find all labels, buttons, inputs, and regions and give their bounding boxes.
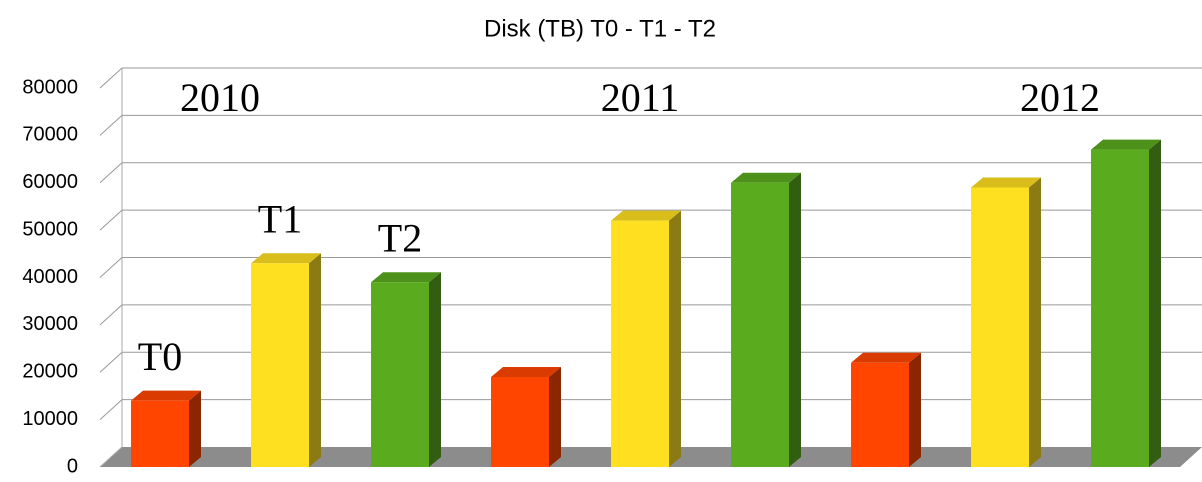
bar-side bbox=[429, 272, 441, 467]
bar-top bbox=[491, 366, 561, 377]
grid-line-side bbox=[99, 209, 123, 231]
left-wall bbox=[99, 446, 123, 468]
y-tick-label: 30000 bbox=[22, 313, 78, 335]
bar-side bbox=[189, 390, 201, 467]
bar-side bbox=[549, 366, 561, 467]
bar bbox=[971, 187, 1029, 468]
y-tick-label: 80000 bbox=[22, 76, 78, 98]
bar-side bbox=[1149, 139, 1161, 467]
grid-line-side bbox=[99, 257, 123, 278]
bar-side bbox=[669, 210, 681, 467]
grid-line-side bbox=[99, 162, 123, 184]
bar-top bbox=[971, 177, 1041, 188]
bar-side bbox=[1029, 177, 1041, 468]
y-tick-label: 20000 bbox=[22, 361, 78, 383]
bar-top bbox=[131, 390, 201, 401]
bar bbox=[131, 400, 189, 467]
grid-line-side bbox=[99, 115, 123, 136]
bar bbox=[371, 282, 429, 467]
bar-top bbox=[731, 172, 801, 183]
bar-top bbox=[371, 272, 441, 283]
y-tick-label: 0 bbox=[67, 455, 78, 477]
chart-title: Disk (TB) T0 - T1 - T2 bbox=[484, 15, 716, 42]
bar bbox=[1091, 149, 1149, 467]
bar-top bbox=[1091, 139, 1161, 150]
bar bbox=[731, 182, 789, 467]
series-label: T2 bbox=[378, 215, 422, 260]
grid-line-side bbox=[99, 351, 123, 373]
bar-side bbox=[789, 172, 801, 467]
bar-top bbox=[611, 210, 681, 221]
grid-line-side bbox=[99, 399, 123, 420]
category-label: 2011 bbox=[601, 75, 680, 120]
y-tick-label: 50000 bbox=[22, 218, 78, 240]
bar bbox=[851, 362, 909, 467]
y-tick-label: 10000 bbox=[22, 408, 78, 430]
category-label: 2010 bbox=[180, 75, 260, 120]
bar-side bbox=[909, 352, 921, 467]
bar-top bbox=[251, 253, 321, 264]
category-label: 2012 bbox=[1020, 75, 1100, 120]
series-label: T0 bbox=[138, 334, 182, 379]
y-tick-label: 70000 bbox=[22, 124, 78, 146]
bar-side bbox=[309, 253, 321, 467]
y-tick-label: 60000 bbox=[22, 171, 78, 193]
bar bbox=[611, 220, 669, 467]
grid-line-side bbox=[99, 67, 123, 89]
bar-top bbox=[851, 352, 921, 363]
bar bbox=[251, 263, 309, 467]
y-tick-label: 40000 bbox=[22, 266, 78, 288]
series-label: T1 bbox=[258, 196, 302, 241]
bar bbox=[491, 376, 549, 467]
grid-line-side bbox=[99, 304, 123, 326]
